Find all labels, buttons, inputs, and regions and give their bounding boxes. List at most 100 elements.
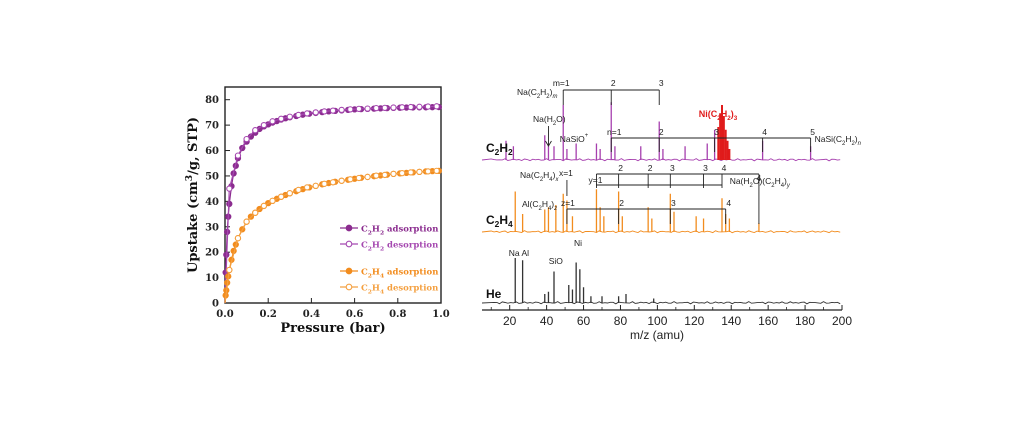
data-point	[398, 169, 406, 177]
he-na-al-label: Na Al	[509, 248, 529, 258]
y-tick-label: 10	[205, 273, 219, 284]
top-label: 3	[670, 163, 675, 173]
data-point	[286, 113, 293, 120]
y-tick-label: 0	[212, 299, 219, 310]
y-axis-label: Upstake (cm3/g, STP)	[184, 117, 201, 273]
y-tick-label: 80	[205, 95, 219, 106]
data-point	[398, 104, 406, 111]
data-point	[252, 127, 259, 134]
data-point	[338, 106, 345, 114]
data-point	[416, 103, 423, 110]
data-point	[424, 168, 432, 175]
data-point	[321, 108, 328, 115]
x-tick-label: 80	[614, 314, 628, 328]
mass-spectrum-chart: 20 40 60 80 100 120 140 160 180 200 m/z (amu) C2H2 C…	[481, 78, 862, 342]
data-point	[355, 105, 363, 113]
data-point	[329, 107, 337, 114]
m-label: 3	[659, 78, 664, 88]
data-point	[390, 104, 397, 111]
x-tick-label: 120	[684, 314, 704, 328]
z-label: 3	[671, 198, 676, 208]
spectrum-baseline	[481, 301, 841, 305]
data-point	[321, 180, 328, 187]
data-point	[433, 103, 440, 110]
legend-label: C2H4 desorption	[361, 284, 438, 296]
x-tick-label: 200	[832, 314, 852, 328]
data-point	[252, 209, 259, 216]
x-tick-label: 0.8	[389, 309, 406, 320]
z-label: z=1	[561, 198, 575, 208]
annotation-na-h2o-c2h4: Na(H2O)(C2H4)y	[730, 176, 791, 189]
data-point	[416, 168, 423, 176]
x-tick-label: 160	[758, 314, 778, 328]
data-point	[407, 169, 414, 176]
plot-frame	[224, 86, 442, 304]
legend-label: C2H4 adsorption	[361, 268, 438, 280]
m-label: m=1	[553, 78, 570, 88]
x-tick-label: 40	[540, 314, 554, 328]
x-tick-label: 20	[503, 314, 517, 328]
data-point	[355, 174, 363, 182]
he-ni-label: Ni	[574, 238, 582, 248]
he-sio-label: SiO	[549, 256, 564, 266]
data-point	[303, 110, 311, 117]
data-point	[226, 266, 233, 274]
data-point	[424, 103, 432, 110]
data-point	[338, 177, 345, 184]
data-point	[295, 111, 302, 119]
panel-label: He	[486, 287, 502, 301]
top-label: 3	[703, 163, 708, 173]
data-point	[373, 104, 380, 112]
n-label: n=1	[607, 127, 622, 137]
x-tick-label: 140	[721, 314, 741, 328]
annotation-na-c2h2-m: Na(C2H2)m	[517, 87, 557, 100]
panel-label: C2H2	[486, 141, 513, 157]
data-point	[373, 172, 380, 179]
y-tick-label: 30	[205, 222, 219, 233]
data-point	[269, 197, 276, 204]
n-label: 3	[714, 127, 719, 137]
y-label: y=1	[588, 175, 602, 185]
y-tick-label: 40	[205, 197, 219, 208]
data-point	[329, 179, 337, 186]
y-tick-label: 70	[205, 121, 219, 132]
data-point	[260, 202, 268, 210]
legend-marker	[345, 267, 353, 275]
x-tick-label: 0.0	[216, 309, 233, 320]
x-axis-label: Pressure (bar)	[280, 321, 385, 336]
data-point	[278, 115, 285, 122]
data-point	[234, 152, 242, 159]
data-point	[278, 193, 285, 200]
annotation-na-c2h4-x: Na(C2H4)x	[520, 170, 559, 183]
x-tick-label: 0.2	[259, 309, 276, 320]
data-point	[243, 135, 250, 143]
top-label: 4	[722, 163, 727, 173]
data-point	[226, 185, 233, 192]
data-point	[286, 190, 293, 197]
m-label: 2	[611, 78, 616, 88]
x-axis-label: m/z (amu)	[630, 328, 684, 342]
annotation-al-c2h4: Al(C2H4)z	[522, 199, 557, 212]
data-point	[381, 171, 388, 179]
x-tick-label: 60	[577, 314, 591, 328]
y-tick-label: 60	[205, 146, 219, 157]
data-point	[312, 182, 319, 190]
annotation-ni-c2h2: Ni(C2H2)3	[699, 109, 738, 122]
data-point	[347, 176, 354, 183]
y-tick-label: 50	[205, 171, 219, 182]
data-point	[269, 118, 276, 125]
data-point	[243, 218, 250, 225]
x-tick-label: 0.4	[303, 309, 320, 320]
data-point	[303, 184, 311, 191]
annotation-na-h2o: Na(H2O)	[533, 114, 566, 127]
top-label: 4	[757, 173, 762, 183]
legend-marker	[345, 240, 353, 248]
x-tick-label: 1.0	[432, 309, 449, 320]
data-point	[364, 173, 371, 181]
x-tick-label: 180	[795, 314, 815, 328]
top-label: 2	[618, 163, 623, 173]
z-label: 4	[726, 198, 731, 208]
data-point	[347, 106, 354, 113]
annotation-nasi: NaSi(C2H2)n	[815, 134, 862, 147]
panel-label: C2H4	[486, 213, 513, 229]
